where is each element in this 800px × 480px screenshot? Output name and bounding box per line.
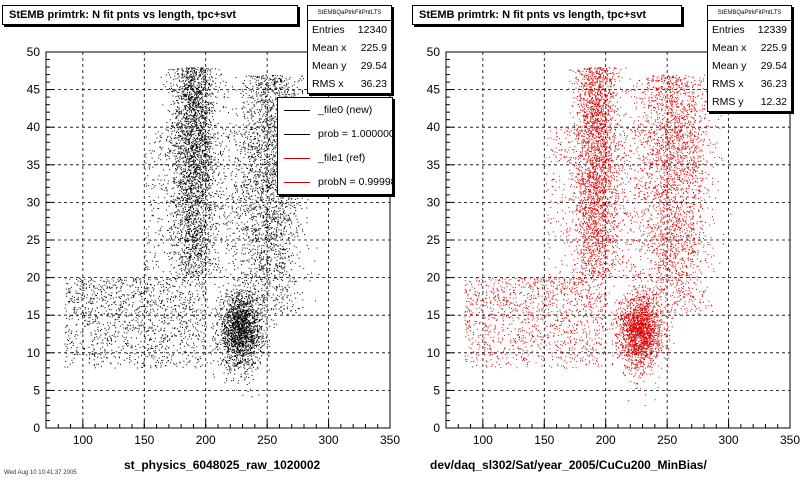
right-x-tick-label: 200: [596, 433, 616, 447]
left-stats-row: Mean x 225.9: [312, 42, 387, 54]
left-x-tick-label: 300: [319, 433, 339, 447]
left-y-tick-label: 25: [27, 233, 41, 247]
right-scatter-points: [605, 268, 675, 406]
left-scatter-points: [200, 273, 282, 398]
legend-entry: _file0 (new): [278, 98, 392, 122]
legend-entry: probN = 0.999989: [278, 170, 392, 194]
right-x-tick-label: 300: [719, 433, 739, 447]
legend-line-icon: [284, 181, 310, 183]
left-stats-row: Entries 12340: [312, 24, 387, 36]
left-y-tick-label: 35: [27, 158, 41, 172]
right-x-tick-label: 350: [780, 433, 800, 447]
right-y-tick-label: 50: [427, 45, 441, 59]
left-x-tick-label: 100: [73, 433, 93, 447]
right-y-tick-label: 30: [427, 195, 441, 209]
left-stats-row: RMS x 36.23: [312, 78, 387, 90]
legend-entry: _file1 (ref): [278, 146, 392, 170]
left-y-tick-label: 20: [27, 271, 41, 285]
left-x-axis-title: st_physics_6048025_raw_1020002: [124, 458, 321, 472]
right-y-tick-label: 25: [427, 233, 441, 247]
right-x-tick-label: 250: [657, 433, 677, 447]
right-stats-row: Mean x 225.9: [712, 42, 787, 54]
right-stats-row: RMS x 36.23: [712, 78, 787, 90]
legend-line-icon: [284, 157, 310, 159]
right-y-tick-label: 15: [427, 308, 441, 322]
left-y-tick-label: 5: [33, 383, 40, 397]
left-y-tick-label: 40: [27, 120, 41, 134]
right-y-tick-label: 20: [427, 271, 441, 285]
left-scatter-points: [210, 74, 324, 316]
left-y-tick-label: 30: [27, 195, 41, 209]
right-x-axis-title: dev/daq_sl302/Sat/year_2005/CuCu200_MinB…: [430, 458, 707, 472]
left-y-tick-label: 0: [33, 421, 40, 435]
left-stats-header: StEMBQaPtrkFitPntLTS: [308, 6, 391, 21]
legend-entry: prob = 1.000000: [278, 122, 392, 146]
legend-line-icon: [284, 133, 310, 135]
right-stats-row: Mean y 29.54: [712, 60, 787, 72]
right-y-tick-label: 10: [427, 346, 441, 360]
left-scatter-points: [144, 127, 293, 278]
right-y-tick-label: 45: [427, 83, 441, 97]
left-y-tick-label: 10: [27, 346, 41, 360]
left-scatter-points: [160, 67, 238, 279]
left-scatter-points: [64, 277, 207, 369]
right-y-tick-label: 40: [427, 120, 441, 134]
left-stats-row: Mean y 29.54: [312, 60, 387, 72]
right-y-tick-label: 35: [427, 158, 441, 172]
right-stats-header: StEMBQaPtrkFitPntLTS: [708, 6, 791, 21]
right-stats-row: Entries 12339: [712, 24, 787, 36]
right-y-tick-label: 0: [433, 421, 440, 435]
right-x-tick-label: 150: [534, 433, 554, 447]
footer-timestamp: Wed Aug 10 10:41:37 2005: [4, 470, 77, 476]
left-plot-title: StEMB primtrk: N fit pnts vs length, tpc…: [2, 5, 298, 25]
left-x-tick-label: 350: [380, 433, 400, 447]
right-x-tick-label: 100: [473, 433, 493, 447]
right-stats-row: RMS y 12.32: [712, 96, 787, 108]
legend-line-icon: [284, 109, 310, 111]
left-y-tick-label: 50: [27, 45, 41, 59]
left-x-tick-label: 200: [196, 433, 216, 447]
left-stats-box: StEMBQaPtrkFitPntLTS Entries 12340 Mean x…: [307, 5, 392, 94]
left-y-tick-label: 15: [27, 308, 41, 322]
right-y-tick-label: 5: [433, 383, 440, 397]
right-plot-title: StEMB primtrk: N fit pnts vs length, tpc…: [412, 5, 682, 25]
left-legend: _file0 (new) prob = 1.000000 _file1 (ref…: [277, 97, 393, 195]
left-x-tick-label: 150: [134, 433, 154, 447]
left-y-tick-label: 45: [27, 83, 41, 97]
right-scatter-points: [464, 277, 607, 369]
right-stats-box: StEMBQaPtrkFitPntLTS Entries 12339 Mean x…: [707, 5, 792, 112]
left-x-tick-label: 250: [257, 433, 277, 447]
